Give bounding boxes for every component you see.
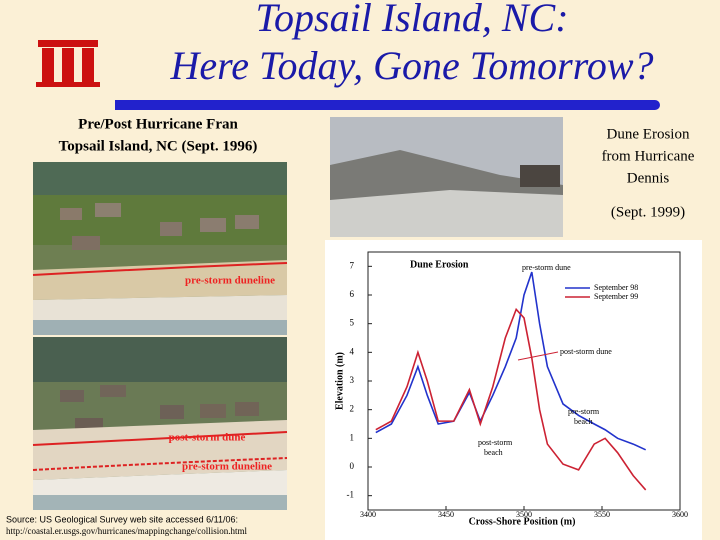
title-bar (115, 100, 660, 110)
caption: Topsail Island, NC (Sept. 1996) (59, 138, 258, 154)
legend-label: September 99 (594, 292, 638, 301)
annotation: beach (574, 417, 593, 426)
annotation: beach (484, 448, 503, 457)
caption: Pre/Post Hurricane Fran (78, 116, 238, 132)
photo-pre (32, 162, 288, 335)
annotation: pre-storm (568, 407, 600, 416)
caption: from Hurricane (602, 148, 695, 164)
annotation: pre-storm dune (522, 263, 571, 272)
chart: -1 0 1 2 3 4 5 6 7 3400 3450 3500 3550 3600 Cross-Shor… (334, 251, 688, 527)
photo-label: pre-storm duneline (182, 461, 272, 473)
y-axis-label: Elevation (m) (334, 352, 345, 410)
y-tick-label: 5 (350, 318, 355, 328)
annotation: post-storm dune (560, 347, 612, 356)
title-line: Here Today, Gone Tomorrow? (169, 43, 653, 88)
photo-dennis (330, 117, 563, 237)
series-line (375, 271, 647, 451)
y-tick-label: -1 (347, 490, 355, 500)
y-tick-label: 1 (350, 432, 355, 442)
caption: Dennis (627, 170, 670, 186)
x-tick-label: 3550 (594, 510, 610, 519)
logo (36, 40, 100, 87)
source: Source: US Geological Survey web site ac… (6, 514, 238, 524)
annotation: post-storm (478, 438, 513, 447)
source: http://coastal.er.usgs.gov/hurricanes/ma… (6, 526, 247, 536)
legend-label: September 98 (594, 283, 638, 292)
photo-post (32, 337, 288, 510)
y-tick-label: 6 (350, 289, 355, 299)
chart-title: Dune Erosion (410, 259, 469, 270)
y-tick-label: 4 (350, 346, 355, 356)
x-tick-label: 3450 (438, 510, 454, 519)
title-line: Topsail Island, NC: (255, 0, 568, 40)
chart-background (325, 240, 702, 540)
caption: Dune Erosion (607, 126, 690, 142)
x-tick-label: 3400 (360, 510, 376, 519)
x-tick-label: 3500 (516, 510, 532, 519)
source-bg (3, 511, 290, 540)
x-axis-label: Cross-Shore Position (m) (469, 516, 576, 527)
x-tick-label: 3600 (672, 510, 688, 519)
y-tick-label: 3 (350, 375, 355, 385)
y-tick-label: 7 (350, 260, 355, 270)
caption: (Sept. 1999) (611, 204, 685, 220)
photo-label: post-storm dune (169, 432, 246, 444)
y-tick-label: 2 (350, 404, 355, 414)
annotation-arrow (517, 351, 559, 361)
photo-label: pre-storm duneline (185, 275, 275, 287)
series-line (375, 307, 647, 491)
y-tick-label: 0 (350, 461, 355, 471)
